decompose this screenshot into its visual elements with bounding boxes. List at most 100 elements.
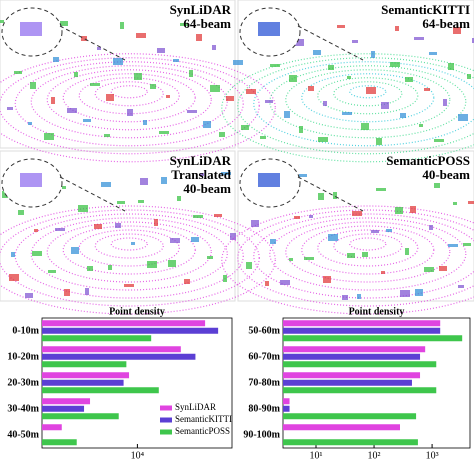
y-tick-label: 70-80m xyxy=(248,377,280,388)
point-blob xyxy=(90,83,100,86)
y-tick-label: 30-40m xyxy=(7,403,39,414)
bar xyxy=(283,320,441,327)
bar xyxy=(42,424,62,431)
point-blob xyxy=(333,192,337,199)
point-blob xyxy=(468,201,474,204)
point-blob xyxy=(207,256,213,259)
zoom-guide xyxy=(297,176,364,212)
scan-ring xyxy=(0,53,276,163)
bar xyxy=(42,320,206,327)
point-blob xyxy=(453,27,461,34)
point-blob xyxy=(0,20,4,23)
bar xyxy=(283,424,400,431)
point-blob xyxy=(120,22,124,29)
panel-label: SynLiDAR xyxy=(170,2,232,17)
point-blob xyxy=(429,225,433,230)
bar xyxy=(42,387,159,394)
bar xyxy=(283,387,437,394)
bar xyxy=(283,346,426,353)
point-blob xyxy=(67,108,77,113)
point-blob xyxy=(443,99,447,106)
point-blob xyxy=(434,183,440,188)
bar xyxy=(283,379,412,386)
point-blob xyxy=(453,202,457,205)
point-blob xyxy=(30,82,36,89)
point-blob xyxy=(161,177,167,184)
point-blob xyxy=(87,266,93,271)
scan-ring xyxy=(317,77,419,115)
point-blob xyxy=(83,119,91,122)
point-blob xyxy=(400,113,406,118)
point-blob xyxy=(134,73,142,80)
point-blob xyxy=(34,229,38,232)
x-tick-label: 10² xyxy=(368,450,381,461)
point-blob xyxy=(127,109,133,116)
point-blob xyxy=(154,219,158,226)
zoom-guide xyxy=(59,25,126,61)
bar xyxy=(283,327,441,334)
point-blob xyxy=(117,201,125,204)
point-blob xyxy=(448,244,458,247)
point-blob xyxy=(233,60,243,65)
point-blob xyxy=(150,84,156,89)
point-blob xyxy=(429,52,437,55)
scan-ring xyxy=(78,229,180,267)
point-blob xyxy=(53,57,59,62)
point-blob xyxy=(299,174,307,177)
point-blob xyxy=(64,289,70,296)
point-blob xyxy=(219,132,225,137)
scan-ring xyxy=(30,217,228,291)
point-blob xyxy=(177,196,181,201)
point-blob xyxy=(381,271,385,274)
bar xyxy=(42,405,85,412)
point-blob xyxy=(458,114,468,121)
bar xyxy=(283,353,421,360)
scan-ring xyxy=(78,77,180,115)
point-blob xyxy=(25,293,33,298)
scan-ring xyxy=(221,205,474,315)
point-blob xyxy=(323,101,327,106)
point-blob xyxy=(400,290,410,297)
y-tick-label: 50-60m xyxy=(248,325,280,336)
point-blob xyxy=(328,234,338,241)
y-tick-label: 20-30m xyxy=(7,377,39,388)
point-blob xyxy=(136,33,146,38)
point-blob xyxy=(143,120,147,125)
scan-ring xyxy=(301,225,435,275)
point-blob xyxy=(221,172,231,175)
point-blob xyxy=(212,45,216,50)
point-blob xyxy=(168,260,176,267)
legend-label: SemanticKITTI xyxy=(175,414,232,424)
y-tick-label: 10-20m xyxy=(7,351,39,362)
point-blob xyxy=(381,102,389,109)
zoom-guide xyxy=(59,176,126,212)
bar xyxy=(42,346,181,353)
bar xyxy=(283,335,463,342)
point-blob xyxy=(94,224,102,229)
panel-label: 64-beam xyxy=(422,16,470,31)
point-blob xyxy=(11,252,15,257)
point-blob xyxy=(230,233,236,240)
point-blob xyxy=(78,205,88,212)
panel-label: 40-beam xyxy=(422,167,470,182)
point-blob xyxy=(270,239,276,244)
point-blob xyxy=(9,274,19,281)
panel-art xyxy=(0,0,474,315)
x-tick-label: 10¹ xyxy=(310,450,323,461)
point-blob xyxy=(415,289,423,296)
point-blob xyxy=(342,112,352,115)
bar xyxy=(283,413,417,420)
scan-ring xyxy=(0,57,260,155)
bar xyxy=(42,398,91,405)
bar xyxy=(283,361,437,368)
point-blob xyxy=(424,267,434,272)
point-blob xyxy=(308,86,314,91)
panel-label: 40-beam xyxy=(183,181,231,196)
point-blob xyxy=(97,47,101,50)
point-blob xyxy=(347,253,355,258)
scan-ring xyxy=(0,205,276,315)
point-blob xyxy=(214,214,222,217)
point-blob xyxy=(265,100,273,103)
bar xyxy=(42,413,119,420)
